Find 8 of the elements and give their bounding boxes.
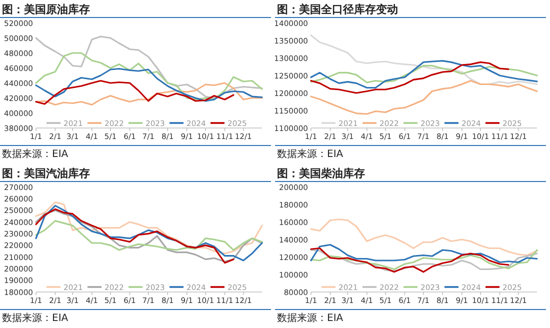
source-note: 数据来源：EIA (2, 312, 68, 324)
source-note: 数据来源：EIA (277, 148, 344, 160)
chart-title: 图：美国柴油库存 (277, 167, 365, 180)
source-note: 数据来源：EIA (277, 312, 344, 324)
chart-title: 图：美国汽油库存 (2, 167, 90, 180)
source-note: 数据来源：EIA (2, 148, 68, 160)
chart-title: 图：美国原油库存 (2, 3, 90, 16)
chart-title: 图：美国全口径库存变动 (277, 3, 398, 16)
